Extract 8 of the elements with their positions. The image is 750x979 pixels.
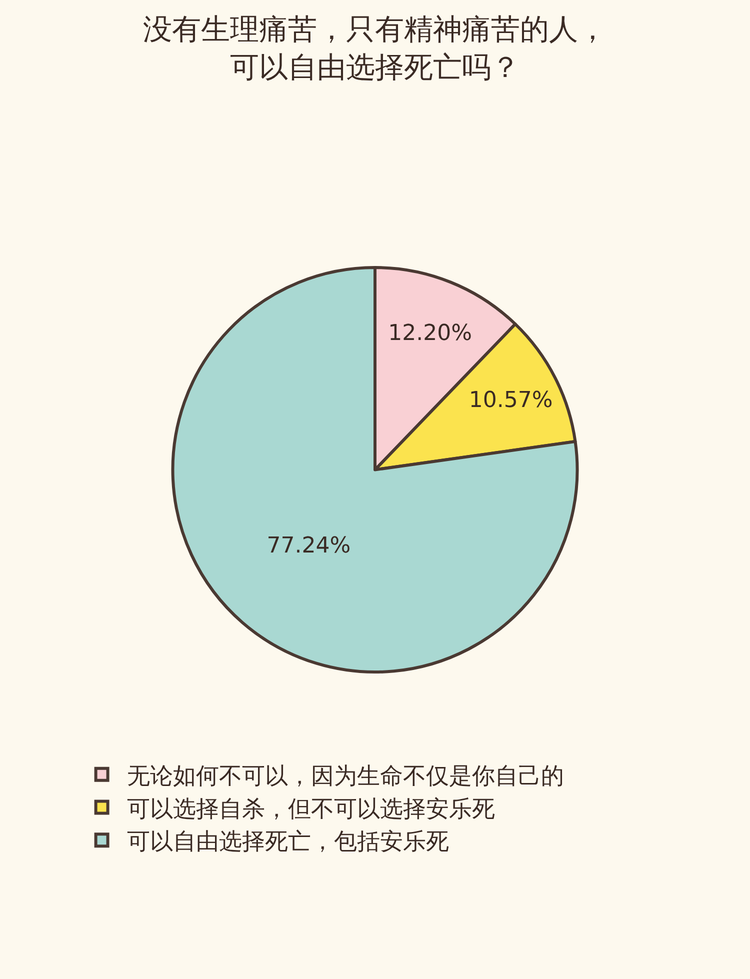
legend-label: 可以自由选择死亡，包括安乐死 [126, 829, 449, 856]
legend-label: 可以选择自杀，但不可以选择安乐死 [126, 796, 495, 822]
data-label: 12.20% [388, 320, 472, 346]
data-label: 10.57% [468, 388, 553, 413]
pie-slice [171, 266, 579, 674]
data-label: 77.24% [266, 534, 351, 559]
legend-label: 无论如何不可以，因为生命不仅是你自己的 [126, 763, 564, 790]
chart-title: 没有生理痛苦，只有精神痛苦的人，可以自由选择死亡吗？ [143, 12, 607, 84]
